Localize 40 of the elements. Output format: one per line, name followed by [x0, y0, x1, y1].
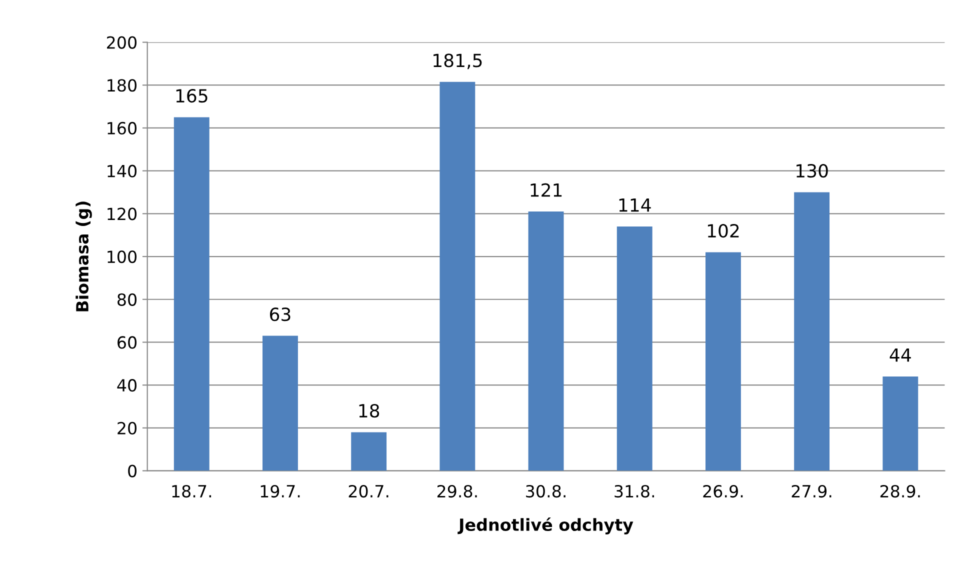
y-tick-label: 140 [108, 164, 137, 178]
data-label: 114 [619, 198, 651, 212]
y-tick-label: 80 [118, 293, 137, 306]
y-tick-label: 100 [108, 250, 137, 264]
x-tick-label: 19.7. [260, 484, 300, 498]
x-tick-label: 20.7. [348, 484, 388, 498]
bar [262, 336, 298, 471]
x-axis-title: Jednotlivé odchyty [458, 517, 634, 534]
data-label: 18 [359, 404, 380, 418]
y-tick-label: 40 [117, 379, 137, 392]
bar [440, 82, 476, 471]
x-tick-label: 28.9. [880, 484, 920, 498]
y-tick-label: 60 [118, 336, 137, 349]
x-tick-label: 30.8. [526, 484, 566, 498]
bar [794, 192, 830, 471]
data-label: 181,5 [434, 54, 482, 70]
y-tick-label: 200 [107, 36, 137, 49]
bar [351, 432, 387, 471]
bar [528, 212, 564, 471]
y-tick-label: 180 [108, 79, 137, 92]
data-label: 130 [796, 164, 828, 178]
x-tick-label: 18.7. [172, 484, 212, 498]
y-tick-label: 20 [118, 422, 137, 434]
x-tick-label: 29.8. [437, 484, 477, 498]
data-label: 44 [890, 348, 911, 362]
y-tick-label: 120 [108, 208, 137, 220]
y-tick-label: 0 [128, 464, 137, 478]
bar [705, 252, 741, 471]
data-label: 102 [708, 224, 739, 238]
bar [174, 117, 210, 471]
x-tick-label: 27.9. [792, 484, 832, 498]
data-label: 165 [176, 88, 208, 103]
data-label: 121 [530, 183, 562, 197]
x-tick-label: 31.8. [614, 484, 654, 498]
y-tick-label: 160 [108, 122, 137, 135]
data-label: 63 [270, 308, 290, 322]
x-tick-label: 26.9. [703, 484, 743, 498]
bar [882, 376, 918, 471]
y-axis-title: Biomasa (g) [76, 202, 92, 312]
bar [616, 226, 652, 471]
